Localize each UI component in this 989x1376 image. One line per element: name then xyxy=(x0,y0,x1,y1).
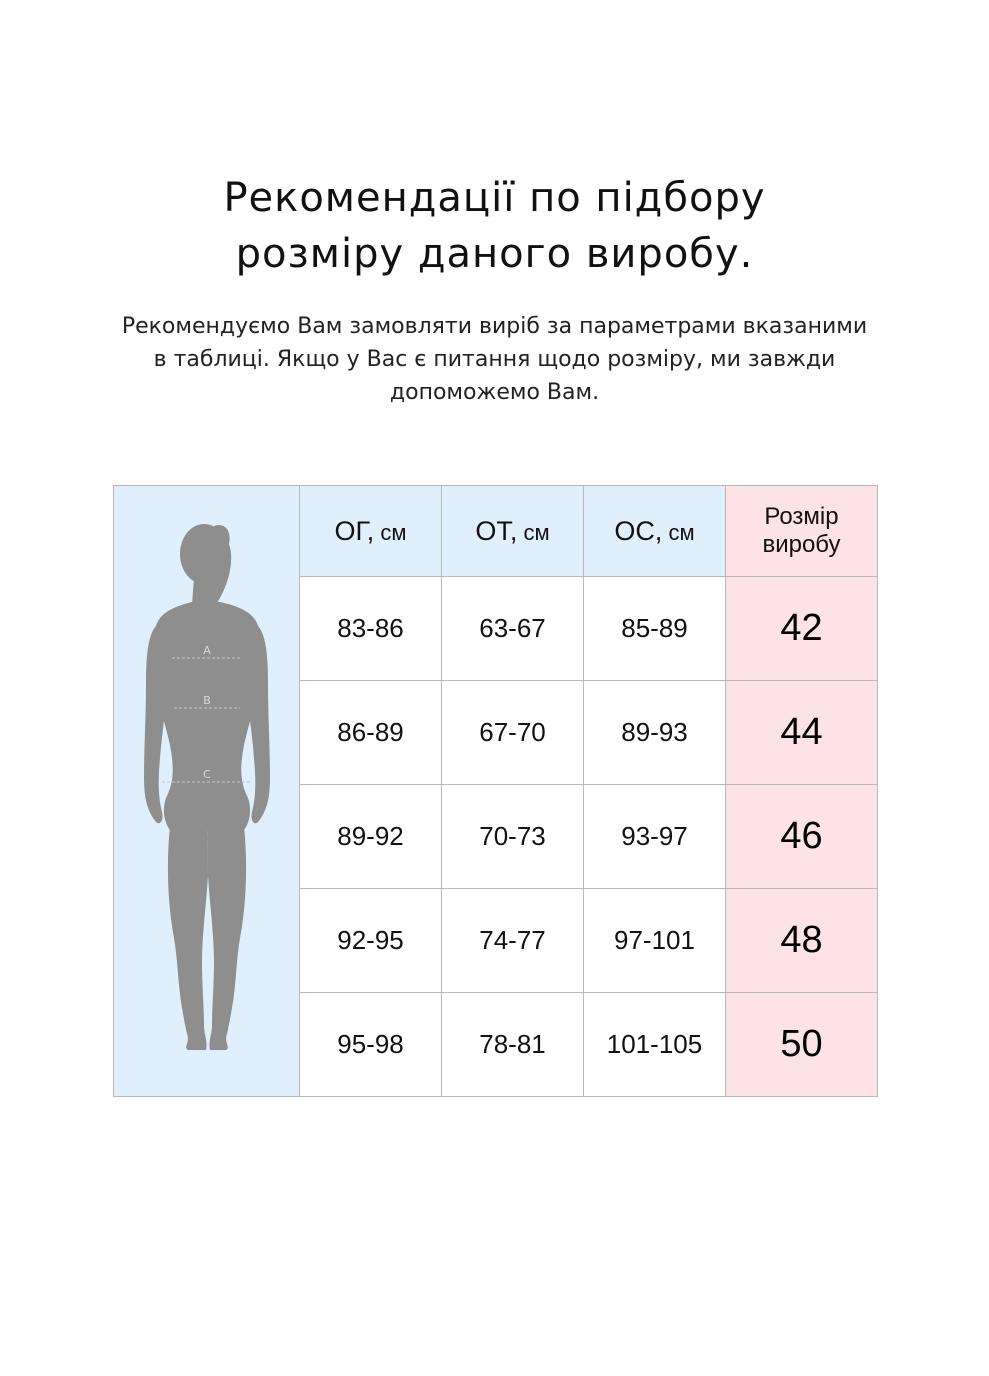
header-size-line-2: виробу xyxy=(762,531,841,558)
header-os: ОС, см xyxy=(583,485,726,577)
cell-size: 44 xyxy=(725,680,878,785)
cell-size: 42 xyxy=(725,576,878,681)
cell-size: 46 xyxy=(725,784,878,889)
table-header-row: A B C ОГ, см ОТ, см ОС, см Розмір виробу xyxy=(113,485,878,1097)
intro-text: Рекомендуємо Вам замовляти виріб за пара… xyxy=(20,310,969,409)
header-size: Розмір виробу xyxy=(725,485,878,577)
header-og: ОГ, см xyxy=(299,485,442,577)
measure-label-a: A xyxy=(203,644,211,657)
measure-label-c: C xyxy=(203,768,211,781)
size-table: A B C ОГ, см ОТ, см ОС, см Розмір виробу… xyxy=(113,485,878,1097)
female-body-silhouette-icon: A B C xyxy=(144,524,270,1050)
cell-og: 92-95 xyxy=(299,888,442,993)
cell-os: 85-89 xyxy=(583,576,726,681)
cell-ot: 74-77 xyxy=(441,888,584,993)
intro-line-1: Рекомендуємо Вам замовляти виріб за пара… xyxy=(121,314,868,339)
cell-ot: 70-73 xyxy=(441,784,584,889)
header-og-name: ОГ, xyxy=(334,515,375,546)
cell-os: 89-93 xyxy=(583,680,726,785)
cell-og: 83-86 xyxy=(299,576,442,681)
cell-size: 50 xyxy=(725,992,878,1097)
header-ot-unit: см xyxy=(517,519,550,545)
intro-line-3: допоможемо Вам. xyxy=(389,380,600,405)
cell-os: 93-97 xyxy=(583,784,726,889)
table-row: 92-95 74-77 97-101 48 xyxy=(114,888,878,993)
cell-ot: 78-81 xyxy=(441,992,584,1097)
figure-cell: A B C xyxy=(113,485,300,1097)
table-row: 89-92 70-73 93-97 46 xyxy=(114,784,878,889)
page-title: Рекомендації по підбору розміру даного в… xyxy=(0,170,989,282)
header-os-name: ОС, xyxy=(614,515,663,546)
table-row: 83-86 63-67 85-89 42 xyxy=(114,576,878,681)
cell-os: 97-101 xyxy=(583,888,726,993)
table-row: 95-98 78-81 101-105 50 xyxy=(114,992,878,1097)
cell-og: 89-92 xyxy=(299,784,442,889)
header-size-line-1: Розмір xyxy=(764,503,839,530)
header-ot: ОТ, см xyxy=(441,485,584,577)
header-ot-name: ОТ, xyxy=(475,515,518,546)
cell-og: 86-89 xyxy=(299,680,442,785)
table-row: 86-89 67-70 89-93 44 xyxy=(114,680,878,785)
cell-size: 48 xyxy=(725,888,878,993)
measure-label-b: B xyxy=(203,694,211,707)
cell-og: 95-98 xyxy=(299,992,442,1097)
page-title-line-2: розміру даного виробу. xyxy=(235,231,754,277)
header-og-unit: см xyxy=(374,519,407,545)
page-title-line-1: Рекомендації по підбору xyxy=(223,175,766,221)
header-os-unit: см xyxy=(662,519,695,545)
cell-ot: 67-70 xyxy=(441,680,584,785)
cell-os: 101-105 xyxy=(583,992,726,1097)
cell-ot: 63-67 xyxy=(441,576,584,681)
intro-line-2: в таблиці. Якщо у Вас є питання щодо роз… xyxy=(153,347,836,372)
